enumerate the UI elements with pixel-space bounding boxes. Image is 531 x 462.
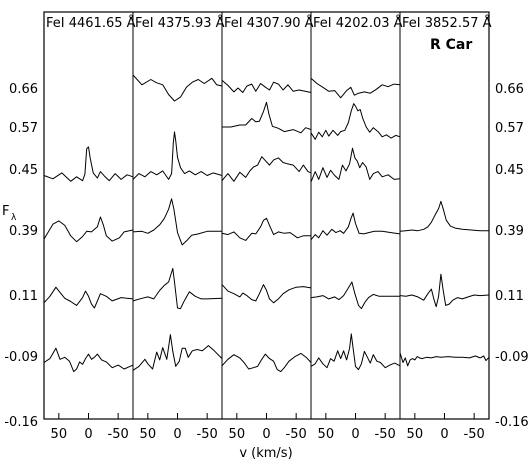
axis-frame: [43, 11, 490, 420]
x-tick-label: 50: [407, 427, 424, 442]
star-label: R Car: [430, 37, 472, 53]
x-tick-label: 50: [229, 427, 246, 442]
right-y-tick-label: 0.66: [495, 82, 524, 97]
left-y-tick-label: -0.09: [4, 350, 38, 365]
x-tick-label: -50: [197, 427, 218, 442]
profile-line-panel3-phase-0.66: [221, 79, 312, 93]
profile-line-panel3-phase-0.45: [221, 156, 312, 182]
profile-line-panel4-phase-0.66: [310, 77, 401, 99]
x-tick-label: 0: [173, 427, 181, 442]
x-tick-label: -50: [108, 427, 129, 442]
profile-line-panel4-phase--0.09: [310, 333, 401, 371]
left-y-tick-label: 0.57: [9, 121, 38, 136]
profile-line-panel2-phase-0.11: [132, 267, 223, 310]
x-tick-label: 50: [318, 427, 335, 442]
left-y-tick-labels: 0.66 0.57 0.45 0.39 0.11 -0.09 -0.16: [4, 82, 38, 430]
left-y-tick-label: 0.39: [9, 224, 38, 239]
y-axis-label: F: [2, 204, 9, 219]
profile-line-panel5-phase-0.39: [399, 200, 489, 232]
panel-title-3: FeI 4307.90 Å: [224, 15, 314, 31]
profile-line-panel2-phase-0.45: [132, 131, 223, 180]
profile-line-panel2-phase-0.39: [132, 198, 222, 246]
left-y-tick-label: 0.11: [9, 289, 38, 304]
profile-line-panel2-phase-0.66: [132, 74, 223, 102]
x-axis-label: v (km/s): [239, 446, 292, 461]
profile-line-panel1-phase--0.09: [43, 347, 134, 373]
x-tick-label: 0: [84, 427, 92, 442]
spectral-profiles: [43, 74, 490, 373]
panel-title-1: FeI 4461.65 Å: [46, 15, 136, 31]
x-axis-ticks: 50 0 -50 50 0 -50 50 0 -50 50 0 -50 50 0 -50: [51, 413, 485, 442]
right-y-tick-label: -0.16: [495, 415, 529, 430]
right-y-tick-label: 0.45: [495, 163, 524, 178]
right-y-tick-label: 0.57: [495, 121, 524, 136]
left-y-tick-label: -0.16: [4, 415, 38, 430]
x-tick-label: 0: [262, 427, 270, 442]
right-y-tick-labels: 0.66 0.57 0.45 0.39 0.11 -0.09 -0.16: [495, 82, 529, 430]
left-y-tick-label: 0.45: [9, 163, 38, 178]
profile-line-panel3-phase-0.57: [222, 101, 312, 134]
right-y-tick-label: -0.09: [495, 350, 529, 365]
profile-line-panel3-phase--0.09: [221, 352, 312, 373]
panel-title-4: FeI 4202.03 Å: [313, 15, 403, 31]
x-tick-label: -50: [375, 427, 396, 442]
profile-line-panel3-phase-0.39: [221, 217, 311, 241]
profile-line-panel1-phase-0.39: [43, 216, 134, 243]
panel-title-2: FeI 4375.93 Å: [135, 15, 225, 31]
profile-line-panel1-phase-0.11: [43, 286, 134, 309]
profile-line-panel5-phase-0.11: [399, 273, 490, 308]
profile-line-panel5-phase--0.09: [399, 352, 490, 367]
x-tick-label: -50: [464, 427, 485, 442]
profile-line-panel4-phase-0.11: [310, 281, 400, 310]
y-axis-label-subscript: λ: [11, 213, 17, 223]
right-y-tick-label: 0.11: [495, 289, 524, 304]
profile-line-panel4-phase-0.45: [310, 147, 401, 183]
profile-line-panel1-phase-0.45: [43, 146, 134, 182]
x-tick-label: 0: [440, 427, 448, 442]
left-y-tick-label: 0.66: [9, 82, 38, 97]
profile-line-panel4-phase-0.57: [310, 103, 401, 140]
profile-line-panel2-phase--0.09: [132, 334, 223, 371]
x-tick-label: -50: [286, 427, 307, 442]
plot-frame: [43, 11, 490, 420]
panel-titles: FeI 4461.65 Å FeI 4375.93 Å FeI 4307.90 …: [46, 15, 492, 53]
x-tick-label: 0: [351, 427, 359, 442]
x-tick-label: 50: [51, 427, 68, 442]
panel-title-5: FeI 3852.57 Å: [402, 15, 492, 31]
x-tick-label: 50: [140, 427, 157, 442]
profile-line-panel4-phase-0.39: [310, 212, 401, 241]
y-axis-title: F λ: [2, 204, 17, 223]
right-y-tick-label: 0.39: [495, 224, 524, 239]
profile-line-panel3-phase-0.11: [221, 284, 312, 304]
